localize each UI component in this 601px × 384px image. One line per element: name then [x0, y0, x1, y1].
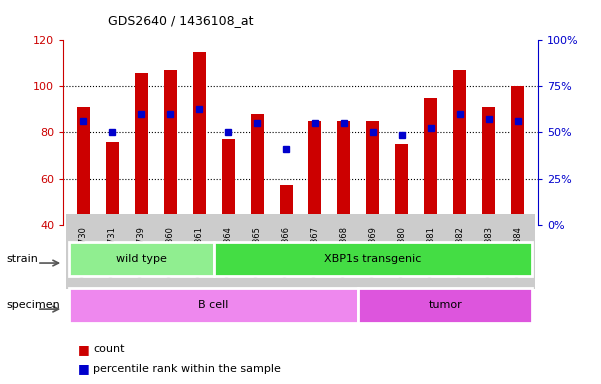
Bar: [279, 185, 293, 225]
Bar: [163, 70, 177, 225]
Bar: [367, 121, 379, 225]
Bar: [337, 121, 350, 225]
Bar: [511, 86, 524, 225]
Bar: [135, 73, 148, 225]
Bar: [77, 107, 90, 225]
Bar: [193, 52, 206, 225]
Bar: [251, 114, 264, 225]
Text: specimen: specimen: [6, 300, 59, 310]
Text: wild type: wild type: [116, 254, 166, 264]
Text: XBP1s transgenic: XBP1s transgenic: [324, 254, 421, 264]
Text: tumor: tumor: [429, 300, 462, 310]
Bar: [308, 121, 322, 225]
Text: GDS2640 / 1436108_at: GDS2640 / 1436108_at: [108, 14, 254, 27]
Bar: [482, 107, 495, 225]
Bar: [424, 98, 438, 225]
Text: percentile rank within the sample: percentile rank within the sample: [93, 364, 281, 374]
Text: ■: ■: [78, 362, 90, 375]
FancyBboxPatch shape: [213, 242, 532, 276]
Text: B cell: B cell: [198, 300, 229, 310]
FancyBboxPatch shape: [69, 242, 213, 276]
Text: strain: strain: [6, 254, 38, 264]
Text: count: count: [93, 344, 124, 354]
Bar: [222, 139, 234, 225]
FancyBboxPatch shape: [358, 288, 532, 323]
Bar: [106, 142, 119, 225]
Bar: [453, 70, 466, 225]
Bar: [395, 144, 408, 225]
Text: ■: ■: [78, 343, 90, 356]
FancyBboxPatch shape: [69, 288, 358, 323]
